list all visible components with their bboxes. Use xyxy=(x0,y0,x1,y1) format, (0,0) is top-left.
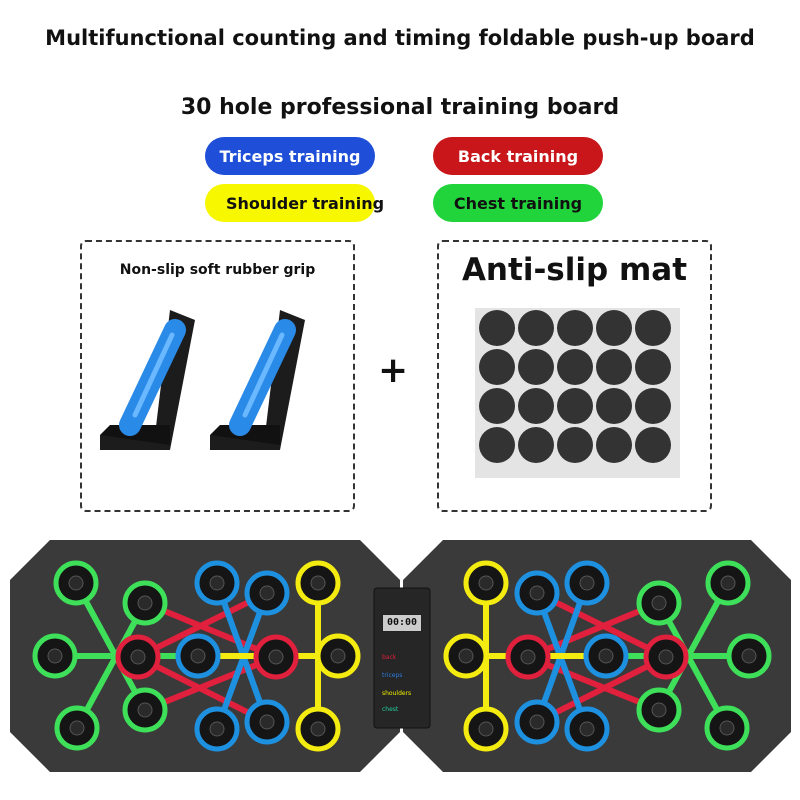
red-guide-line xyxy=(535,654,668,725)
hole-center xyxy=(719,720,735,736)
hole-center xyxy=(310,575,326,591)
hole-center xyxy=(137,595,153,611)
mat-pad xyxy=(518,310,554,346)
panel-label-chest: chest xyxy=(382,706,399,713)
red-guide-line xyxy=(136,590,269,660)
green-guide-line xyxy=(73,581,148,712)
panel-label-triceps: triceps xyxy=(382,672,403,679)
hole-center xyxy=(209,721,225,737)
hole-center xyxy=(579,721,595,737)
mat-pad xyxy=(596,349,632,385)
blue-guide-line xyxy=(214,591,270,731)
mat-pad xyxy=(479,427,515,463)
mat-label: Anti-slip mat xyxy=(461,252,688,288)
hole-center xyxy=(478,575,494,591)
hole-center xyxy=(130,649,146,665)
red-guide-line xyxy=(143,600,278,660)
hole-center xyxy=(47,648,63,664)
mat-box xyxy=(437,240,712,512)
hole-center xyxy=(209,575,225,591)
mat-pad xyxy=(518,349,554,385)
page-subtitle: 30 hole professional training board xyxy=(180,95,620,120)
push-up-grips-image xyxy=(100,310,305,450)
mat-pad xyxy=(557,427,593,463)
panel-label-back: back xyxy=(382,654,397,661)
hole-center xyxy=(190,648,206,664)
mat-pad xyxy=(479,310,515,346)
mat-pad xyxy=(635,349,671,385)
hole-center xyxy=(458,648,474,664)
green-guide-line xyxy=(656,581,731,712)
mat-pad xyxy=(635,427,671,463)
pill-label: Back training xyxy=(457,146,579,166)
counter-panel: 00:00 back triceps shoulders chest xyxy=(376,592,428,726)
hole-center xyxy=(259,585,275,601)
hole-center xyxy=(478,721,494,737)
pill-shoulder: Shoulder training xyxy=(205,184,384,222)
hole-center xyxy=(529,714,545,730)
timer-display: 00:00 xyxy=(382,614,422,632)
panel-label-shoulders: shoulders xyxy=(382,690,412,697)
hole-center xyxy=(137,702,153,718)
green-guide-line xyxy=(656,601,730,730)
grip-label: Non-slip soft rubber grip xyxy=(119,262,316,278)
hole-center xyxy=(268,649,284,665)
page-title: Multifunctional counting and timing fold… xyxy=(45,26,755,50)
blue-guide-line xyxy=(534,591,590,731)
mat-pad xyxy=(557,388,593,424)
grip-base xyxy=(100,425,170,445)
mat-pad xyxy=(518,427,554,463)
pill-triceps: Triceps training xyxy=(205,137,375,175)
plus-sign: + xyxy=(378,350,409,391)
mat-pad xyxy=(557,310,593,346)
hole-center xyxy=(658,649,674,665)
green-guide-line xyxy=(74,601,148,730)
hole-center xyxy=(579,575,595,591)
hole-center xyxy=(651,702,667,718)
mat-pad xyxy=(479,388,515,424)
mat-pad xyxy=(635,310,671,346)
anti-slip-mat-image xyxy=(475,308,680,478)
pill-chest: Chest training xyxy=(433,184,603,222)
red-guide-line xyxy=(535,590,668,660)
mat-pad xyxy=(557,349,593,385)
grip-highlight xyxy=(132,332,175,418)
hole-center xyxy=(68,575,84,591)
hole-center xyxy=(330,648,346,664)
red-guide-line xyxy=(136,654,269,725)
hole-center xyxy=(520,649,536,665)
hole-center xyxy=(69,720,85,736)
hole-center xyxy=(259,714,275,730)
hole-center xyxy=(598,648,614,664)
hole-center xyxy=(529,585,545,601)
mat-pad xyxy=(596,427,632,463)
red-guide-line xyxy=(526,654,661,713)
grip-box xyxy=(80,240,355,512)
pill-label: Chest training xyxy=(453,193,583,213)
hole-center xyxy=(310,721,326,737)
hole-center xyxy=(720,575,736,591)
mat-pad xyxy=(635,388,671,424)
mat-pad xyxy=(596,310,632,346)
pill-back: Back training xyxy=(433,137,603,175)
pill-label: Shoulder training xyxy=(225,193,385,213)
red-guide-line xyxy=(143,654,278,713)
red-guide-line xyxy=(526,600,661,660)
grip-base xyxy=(210,425,280,445)
grip-highlight xyxy=(242,332,285,418)
pill-label: Triceps training xyxy=(219,146,361,166)
mat-pad xyxy=(518,388,554,424)
mat-pad xyxy=(596,388,632,424)
hole-center xyxy=(651,595,667,611)
mat-pad xyxy=(479,349,515,385)
hole-center xyxy=(741,648,757,664)
